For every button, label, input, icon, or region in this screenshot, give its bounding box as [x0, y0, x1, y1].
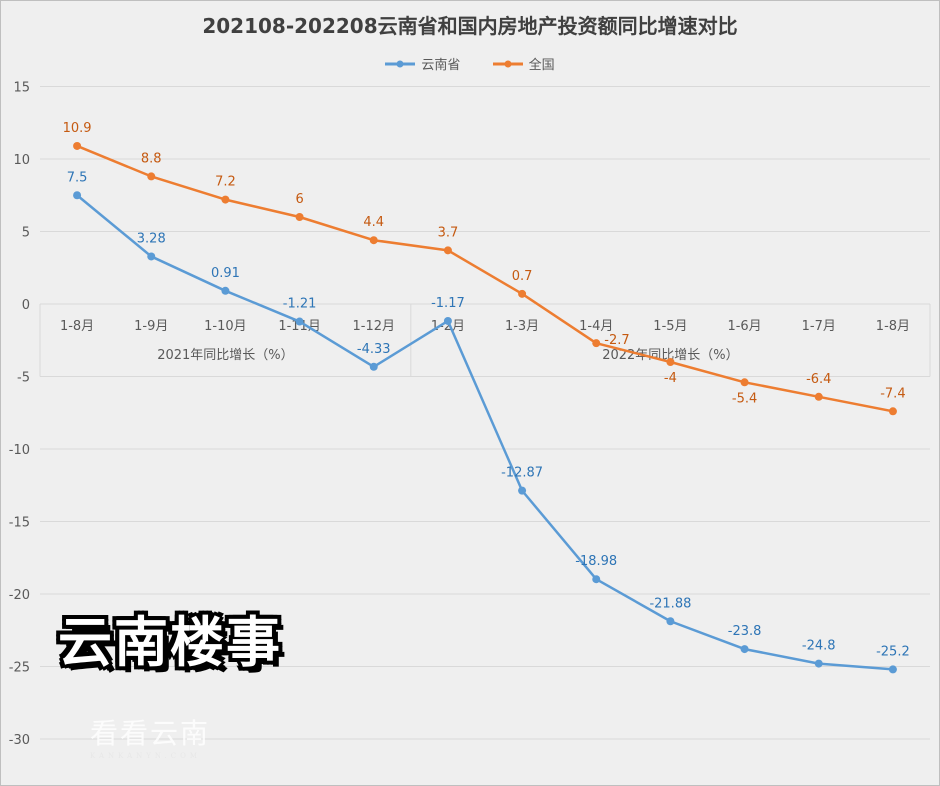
- data-label: 3.7: [438, 225, 459, 240]
- data-point: [369, 236, 378, 245]
- data-label: -6.4: [806, 372, 831, 387]
- data-label: -24.8: [802, 639, 836, 654]
- legend-label: 云南省: [421, 58, 461, 73]
- x-tick-label: 1-11月: [278, 319, 321, 334]
- data-point: [814, 659, 823, 668]
- x-tick-label: 1-3月: [505, 319, 539, 334]
- series-line-0: [76, 194, 894, 671]
- data-label: -12.87: [501, 466, 543, 481]
- data-point: [592, 339, 601, 348]
- y-tick-label: 0: [22, 298, 30, 313]
- x-tick-label: 1-4月: [579, 319, 613, 334]
- data-label: 0.91: [211, 266, 240, 281]
- x-tick-label: 1-8月: [60, 319, 94, 334]
- data-point: [740, 645, 749, 654]
- data-label: -4: [664, 371, 677, 386]
- y-tick-label: -20: [9, 588, 30, 603]
- data-label: -23.8: [728, 624, 762, 639]
- data-point: [888, 407, 897, 416]
- watermark-text: 看看云南: [90, 717, 211, 750]
- y-tick-label: -15: [9, 516, 30, 531]
- data-point: [221, 195, 230, 204]
- data-point: [443, 246, 452, 255]
- data-label: -18.98: [575, 554, 617, 569]
- data-label: -2.7: [604, 333, 629, 348]
- legend: 云南省 全国: [0, 54, 940, 73]
- data-label: -5.4: [732, 391, 757, 406]
- legend-marker-national: [492, 60, 523, 67]
- series-line-1: [76, 144, 894, 413]
- data-label: 7.5: [67, 170, 88, 185]
- brand-overlay: 云南楼事: [58, 611, 282, 674]
- data-point: [666, 617, 675, 626]
- data-label: 7.2: [215, 175, 236, 190]
- data-label: 0.7: [512, 269, 533, 284]
- data-point: [666, 358, 675, 366]
- data-label: 8.8: [141, 151, 162, 166]
- data-point: [73, 191, 82, 200]
- data-label: 3.28: [137, 231, 166, 246]
- legend-marker-yunnan: [385, 60, 416, 67]
- x-tick-label: 1-8月: [876, 319, 910, 334]
- legend-label: 全国: [528, 58, 555, 73]
- data-label: 6: [295, 192, 303, 207]
- x-tick-label: 1-12月: [352, 319, 395, 334]
- data-point: [592, 575, 601, 584]
- legend-item-yunnan: 云南省: [385, 54, 460, 73]
- x-tick-label: 1-6月: [727, 319, 761, 334]
- data-label: -21.88: [649, 596, 691, 611]
- category-group-label: 2022年同比增长（%）: [602, 348, 738, 363]
- data-label: -1.21: [283, 297, 317, 312]
- data-point: [369, 362, 378, 371]
- data-point: [295, 317, 304, 326]
- watermark: 看看云南 KANKANYN.COM: [90, 712, 210, 760]
- data-label: 10.9: [63, 121, 92, 136]
- data-point: [221, 286, 230, 295]
- data-point: [518, 486, 527, 495]
- y-tick-label: 10: [13, 153, 30, 168]
- data-point: [443, 316, 452, 325]
- y-tick-label: -10: [9, 443, 30, 458]
- y-tick-label: -25: [9, 661, 30, 676]
- legend-item-national: 全国: [492, 54, 555, 73]
- data-label: -25.2: [876, 644, 910, 659]
- data-point: [147, 172, 156, 181]
- data-label: -7.4: [880, 386, 905, 401]
- y-tick-label: 5: [22, 226, 30, 241]
- y-tick-label: -30: [9, 733, 30, 748]
- data-point: [295, 213, 304, 221]
- data-label: -4.33: [357, 342, 391, 357]
- data-point: [814, 392, 823, 401]
- y-tick-label: -5: [17, 371, 30, 386]
- data-point: [147, 252, 156, 261]
- data-point: [518, 289, 527, 298]
- data-label: -1.17: [431, 296, 465, 311]
- x-tick-label: 1-2月: [431, 319, 465, 334]
- data-point: [73, 141, 82, 150]
- x-tick-label: 1-7月: [802, 319, 836, 334]
- data-point: [740, 378, 749, 387]
- category-group-label: 2021年同比增长（%）: [157, 348, 293, 363]
- y-tick-label: 15: [13, 81, 30, 96]
- watermark-sub: KANKANYN.COM: [90, 752, 202, 760]
- data-label: 4.4: [363, 215, 384, 230]
- x-tick-label: 1-9月: [134, 319, 168, 334]
- x-tick-label: 1-10月: [204, 319, 247, 334]
- data-point: [888, 665, 897, 674]
- chart-title: 202108-202208云南省和国内房地产投资额同比增速对比: [202, 14, 738, 38]
- x-tick-label: 1-5月: [653, 319, 687, 334]
